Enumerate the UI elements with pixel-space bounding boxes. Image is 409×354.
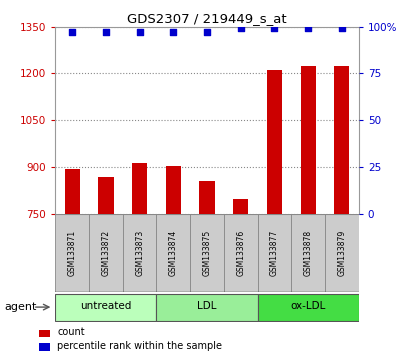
Bar [65,170,80,214]
Text: agent: agent [4,302,36,312]
Bar [333,65,348,214]
Text: GSM133873: GSM133873 [135,230,144,276]
Text: LDL: LDL [197,302,216,312]
Bar [291,214,324,292]
Text: GSM133872: GSM133872 [101,230,110,276]
Bar [156,293,257,321]
Point [203,29,210,35]
Point [338,25,344,31]
Bar [266,70,281,214]
Text: GSM133875: GSM133875 [202,230,211,276]
Text: percentile rank within the sample: percentile rank within the sample [57,341,222,350]
Text: count: count [57,327,85,337]
Bar [165,166,180,214]
Bar [132,162,147,214]
Text: GSM133879: GSM133879 [337,230,346,276]
Text: GSM133878: GSM133878 [303,230,312,276]
Point [170,29,176,35]
Bar [55,293,156,321]
Text: ox-LDL: ox-LDL [290,302,325,312]
Bar [98,177,113,214]
Text: GSM133876: GSM133876 [236,230,245,276]
Bar [257,293,358,321]
Text: untreated: untreated [80,302,131,312]
Bar [55,214,89,292]
Title: GDS2307 / 219449_s_at: GDS2307 / 219449_s_at [127,12,286,25]
Point [304,25,311,31]
Bar [122,214,156,292]
Bar [190,214,223,292]
Point [102,29,109,35]
Bar [89,214,122,292]
Point [270,25,277,31]
Bar [39,343,50,351]
Point [136,29,143,35]
Bar [39,330,50,337]
Bar [300,65,315,214]
Bar [257,214,291,292]
Text: GSM133874: GSM133874 [169,230,178,276]
Bar [233,199,248,214]
Bar [324,214,358,292]
Bar [156,214,190,292]
Point [237,25,243,31]
Bar [223,214,257,292]
Point [69,29,75,35]
Text: GSM133877: GSM133877 [269,230,278,276]
Bar [199,181,214,214]
Text: GSM133871: GSM133871 [67,230,76,276]
